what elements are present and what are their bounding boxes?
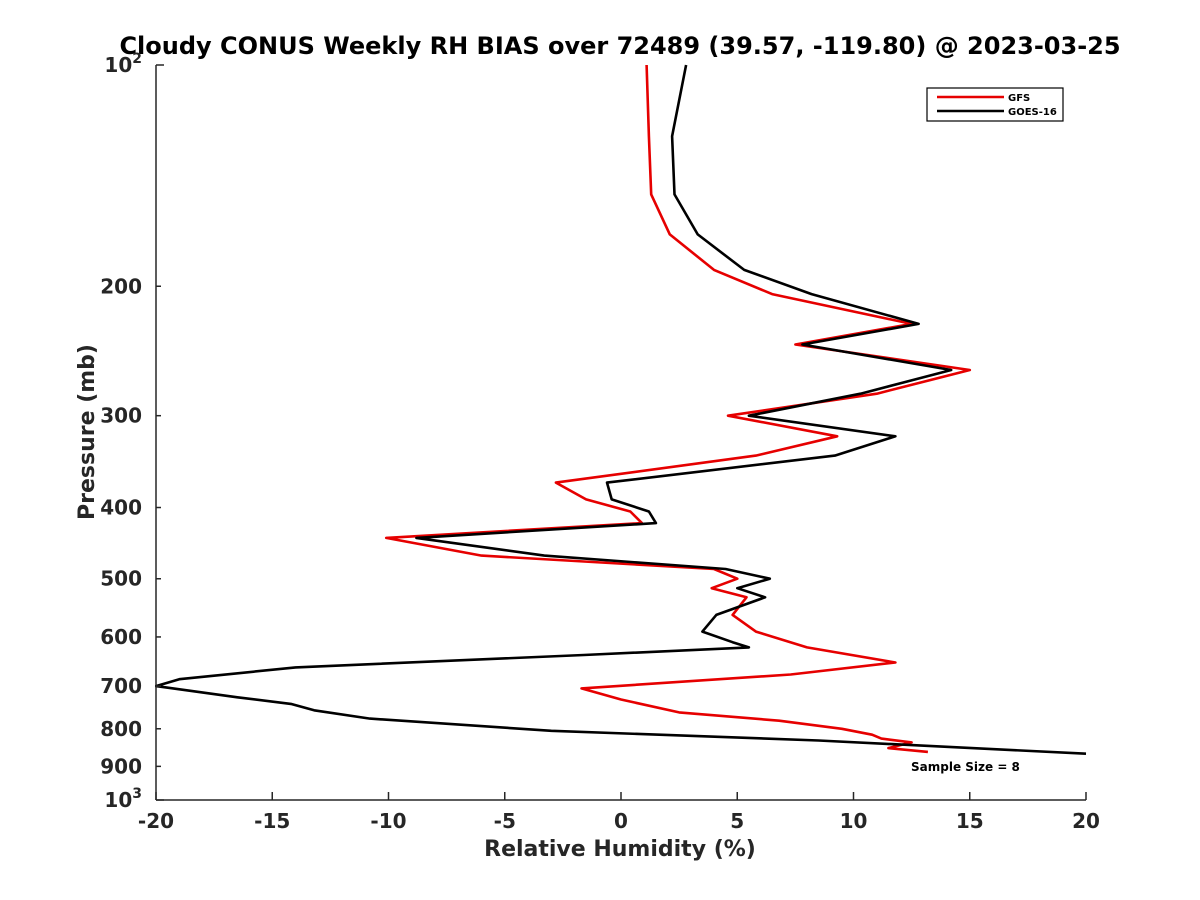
- y-tick-label: 300: [100, 404, 142, 428]
- legend-label-goes-16: GOES-16: [1008, 107, 1057, 118]
- legend-box: [926, 87, 1064, 122]
- x-tick-label: -15: [254, 809, 290, 833]
- y-tick-label: 500: [100, 567, 142, 591]
- legend-label-gfs: GFS: [1008, 93, 1030, 104]
- y-axis-label: Pressure (mb): [75, 344, 100, 520]
- y-tick-label: 800: [100, 717, 142, 741]
- x-tick-label: 20: [1072, 809, 1100, 833]
- y-tick-label: 200: [100, 274, 142, 298]
- x-tick-label: 0: [614, 809, 628, 833]
- sample-size-annotation: Sample Size = 8: [911, 760, 1020, 774]
- series-line-goes-16: [155, 64, 1087, 755]
- chart-title: Cloudy CONUS Weekly RH BIAS over 72489 (…: [119, 32, 1120, 60]
- x-tick-label: -20: [138, 809, 174, 833]
- series-lines: [155, 64, 1087, 755]
- x-axis-label: Relative Humidity (%): [484, 837, 756, 862]
- x-tick-label: 10: [840, 809, 868, 833]
- y-tick-label: 700: [100, 674, 142, 698]
- x-ticks: -20 -15 -10 -5 0 5 10 15 20: [138, 792, 1100, 833]
- x-tick-label: -10: [370, 809, 406, 833]
- x-tick-label: 15: [956, 809, 984, 833]
- x-tick-label: -5: [494, 809, 516, 833]
- legend: GFS GOES-16: [926, 87, 1064, 122]
- y-tick-label: 400: [100, 496, 142, 520]
- x-tick-label: 5: [730, 809, 744, 833]
- y-tick-label: 600: [100, 625, 142, 649]
- series-layer: [155, 64, 1087, 755]
- y-tick-label: 900: [100, 754, 142, 778]
